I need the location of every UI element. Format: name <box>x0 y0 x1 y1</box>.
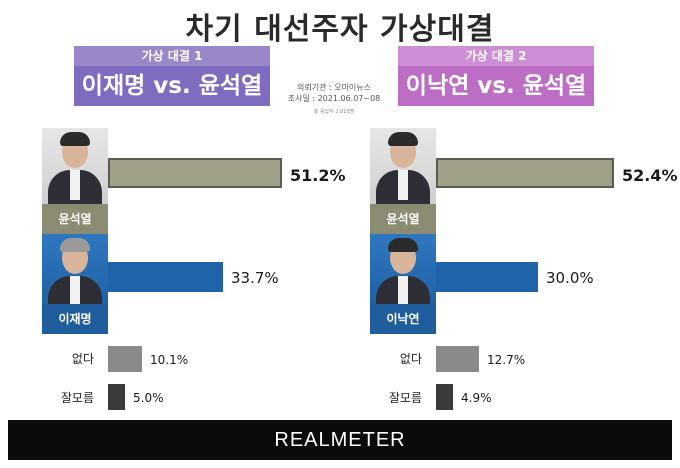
matchup-2-title: 이낙연 vs. 윤석열 <box>398 66 594 106</box>
survey-period: 조사일 : 2021.06.07~08 <box>287 94 381 103</box>
c2-bar-none <box>436 346 479 372</box>
lee-nakyon-photo <box>370 234 436 310</box>
c2-cat-2-label: 없다 <box>399 352 422 366</box>
sample-size: 총 응답자 2,013명 <box>313 109 355 115</box>
matchup-1-header: 가상 대결 1 이재명 vs. 윤석열 <box>74 46 270 106</box>
matchup-2-header: 가상 대결 2 이낙연 vs. 윤석열 <box>398 46 594 106</box>
c1-cat-1-label: 이재명 <box>42 304 108 334</box>
c2-bar-lee-nakyon <box>436 262 538 292</box>
c1-value-yoon: 51.2% <box>290 166 346 185</box>
c1-bar-dont-know <box>108 384 125 410</box>
lee-jaemyung-photo <box>42 234 108 310</box>
c1-value-lee-jaemyung: 33.7% <box>231 269 279 287</box>
c1-bar-lee-jaemyung <box>108 262 223 292</box>
c2-cat-1-label: 이낙연 <box>370 304 436 334</box>
matchup-1-title: 이재명 vs. 윤석열 <box>74 66 270 106</box>
matchup-1-subtitle: 가상 대결 1 <box>74 46 270 66</box>
c2-value-lee-nakyon: 30.0% <box>546 269 594 287</box>
c1-value-none: 10.1% <box>150 353 189 367</box>
c1-bar-yoon <box>108 158 282 188</box>
c2-value-yoon: 52.4% <box>622 166 678 185</box>
c1-cat-0-label: 윤석열 <box>42 204 108 234</box>
matchup-2-subtitle: 가상 대결 2 <box>398 46 594 66</box>
c1-bar-none <box>108 346 142 372</box>
yoon-photo-2 <box>370 128 436 204</box>
c2-bar-yoon <box>436 158 614 188</box>
c2-value-none: 12.7% <box>487 353 526 367</box>
c1-cat-2-label: 없다 <box>71 352 94 366</box>
page-title: 차기 대선주자 가상대결 <box>185 12 495 47</box>
yoon-photo <box>42 128 108 204</box>
c2-cat-3-label: 잘모름 <box>388 391 422 405</box>
c2-cat-0-label: 윤석열 <box>370 204 436 234</box>
c2-bar-dont-know <box>436 384 453 410</box>
brand-logo-text: REALMETER <box>274 429 406 451</box>
c2-value-dont-know: 4.9% <box>461 391 492 405</box>
brand-footer: REALMETER <box>8 420 672 460</box>
c1-value-dont-know: 5.0% <box>133 391 164 405</box>
poll-info: 의뢰기관 : 오마이뉴스 조사일 : 2021.06.07~08 총 응답자 2… <box>282 82 386 118</box>
pollster: 의뢰기관 : 오마이뉴스 <box>296 83 372 92</box>
c1-cat-3-label: 잘모름 <box>60 391 94 405</box>
